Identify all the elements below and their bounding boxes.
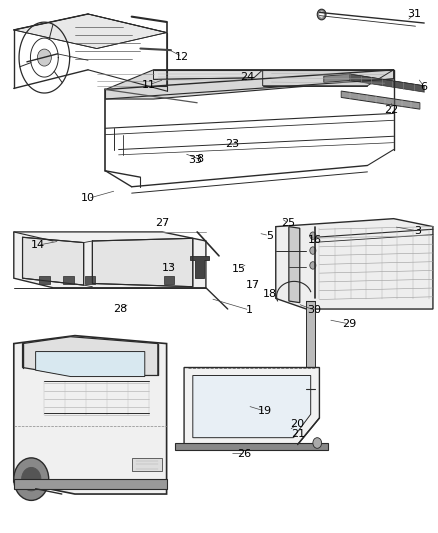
Text: 11: 11 — [142, 80, 156, 90]
Text: 20: 20 — [290, 419, 305, 430]
Text: 15: 15 — [232, 264, 246, 273]
Polygon shape — [14, 336, 166, 494]
Text: 3: 3 — [414, 226, 421, 236]
Circle shape — [310, 262, 316, 269]
Text: 22: 22 — [384, 104, 399, 115]
Text: 19: 19 — [258, 406, 272, 416]
Polygon shape — [14, 232, 206, 288]
Polygon shape — [85, 276, 95, 284]
Text: 23: 23 — [225, 139, 239, 149]
Text: 14: 14 — [31, 240, 45, 250]
Polygon shape — [190, 256, 209, 278]
Polygon shape — [22, 237, 84, 285]
Text: 29: 29 — [342, 319, 356, 329]
Circle shape — [310, 232, 316, 239]
Text: 16: 16 — [308, 235, 322, 245]
Polygon shape — [106, 70, 394, 99]
Circle shape — [313, 438, 321, 448]
Polygon shape — [184, 368, 319, 445]
Circle shape — [319, 12, 324, 17]
Polygon shape — [14, 479, 166, 489]
Polygon shape — [35, 352, 145, 376]
Text: 10: 10 — [81, 193, 95, 204]
Text: 13: 13 — [162, 263, 176, 272]
Polygon shape — [163, 276, 174, 284]
Circle shape — [14, 458, 49, 500]
Polygon shape — [324, 74, 350, 83]
Text: 28: 28 — [113, 304, 127, 314]
Polygon shape — [350, 74, 424, 92]
Circle shape — [317, 9, 326, 20]
Polygon shape — [289, 227, 300, 303]
Polygon shape — [132, 458, 162, 471]
Polygon shape — [39, 276, 49, 284]
Text: 5: 5 — [266, 231, 273, 241]
Text: 33: 33 — [188, 155, 202, 165]
Polygon shape — [276, 219, 433, 309]
Polygon shape — [306, 301, 315, 389]
Polygon shape — [22, 337, 158, 375]
Polygon shape — [263, 70, 394, 86]
Text: 25: 25 — [281, 218, 295, 228]
Circle shape — [21, 467, 41, 491]
Text: 18: 18 — [263, 289, 277, 299]
Polygon shape — [92, 238, 193, 287]
Polygon shape — [175, 443, 328, 450]
Polygon shape — [14, 14, 166, 49]
Polygon shape — [341, 91, 420, 109]
Text: 31: 31 — [408, 9, 422, 19]
Polygon shape — [63, 276, 74, 284]
Polygon shape — [193, 375, 311, 438]
Text: 21: 21 — [291, 429, 306, 439]
Text: 6: 6 — [421, 82, 428, 92]
Text: 12: 12 — [175, 52, 189, 61]
Circle shape — [37, 49, 51, 66]
Polygon shape — [153, 70, 263, 79]
Text: 26: 26 — [237, 449, 251, 458]
Text: 1: 1 — [246, 305, 253, 315]
Text: 30: 30 — [307, 305, 321, 315]
Text: 17: 17 — [246, 280, 260, 289]
Text: 8: 8 — [196, 154, 203, 164]
Circle shape — [310, 247, 316, 254]
Text: 27: 27 — [155, 218, 170, 228]
Text: 24: 24 — [240, 72, 254, 82]
